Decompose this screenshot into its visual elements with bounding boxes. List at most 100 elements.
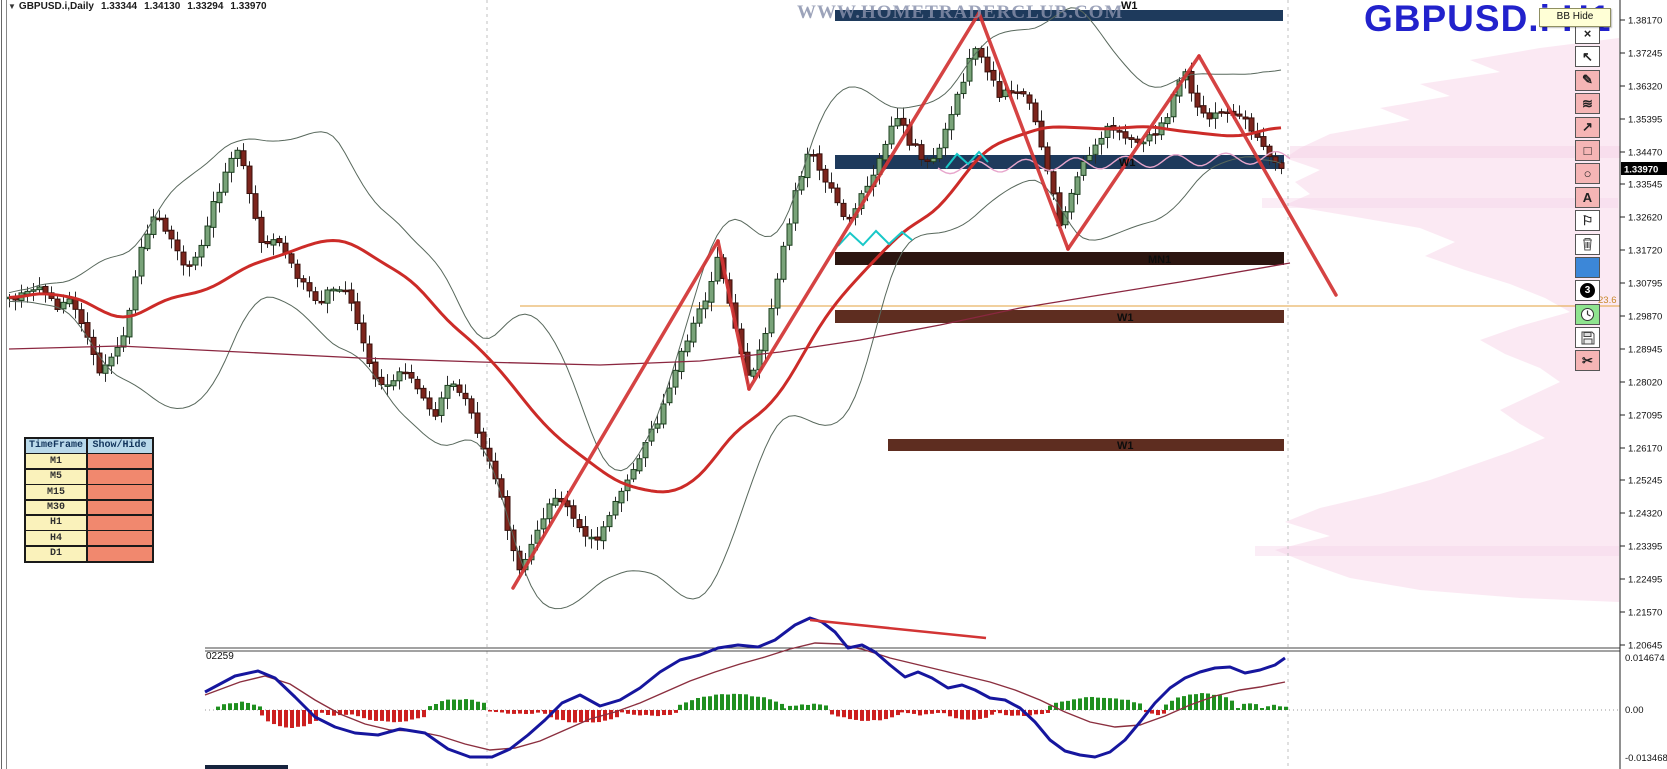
- trendline[interactable]: [511, 239, 720, 590]
- collapse-triangle-icon[interactable]: ▼: [8, 2, 16, 11]
- showhide-button-m15[interactable]: [87, 485, 152, 500]
- showhide-button-h4[interactable]: [87, 531, 152, 546]
- supply-demand-zones: [835, 10, 1284, 451]
- price-axis-label: 1.30795: [1628, 279, 1662, 290]
- zone-label: W1: [1119, 157, 1136, 169]
- waves-icon[interactable]: ≋: [1575, 93, 1600, 115]
- badge-3-icon[interactable]: 3: [1575, 280, 1600, 302]
- symbol-period-label: GBPUSD.i,Daily: [18, 1, 94, 12]
- timeframe-header: TimeFrame: [26, 439, 86, 453]
- timeframe-cell-d1[interactable]: D1: [26, 546, 86, 561]
- price-axis-label: 1.28020: [1628, 378, 1662, 389]
- cyan-zigzag[interactable]: [837, 229, 913, 247]
- timeframe-cell-m30[interactable]: M30: [26, 500, 86, 515]
- price-axis-label: 1.27095: [1628, 411, 1662, 422]
- bottom-left-dark-bar: [205, 765, 288, 769]
- price-axis-label: 1.31720: [1628, 246, 1662, 257]
- timeframe-cell-h1[interactable]: H1: [26, 515, 86, 530]
- trendline[interactable]: [1066, 54, 1201, 251]
- zone-mn1[interactable]: [835, 252, 1284, 265]
- low-value: 1.33294: [187, 1, 224, 12]
- text-icon[interactable]: A: [1575, 186, 1600, 208]
- macd-trendline[interactable]: [809, 618, 987, 640]
- showhide-header: Show/Hide: [87, 439, 152, 453]
- price-axis-label: 1.33545: [1628, 180, 1662, 191]
- ma-long: [8, 262, 1291, 366]
- price-axis-label: 1.36320: [1628, 82, 1662, 93]
- showhide-button-m1[interactable]: [87, 454, 152, 469]
- timeframe-cell-m1[interactable]: M1: [26, 454, 86, 469]
- price-axis-label: 1.25245: [1628, 476, 1662, 487]
- flag-cursor-icon[interactable]: ⚐: [1575, 210, 1600, 232]
- zone-label: W1: [1117, 440, 1134, 452]
- indicator-value-label: 02259: [206, 651, 234, 662]
- indicator-axis-label: -0.013468: [1625, 753, 1667, 764]
- volume-profile: [1275, 38, 1619, 602]
- timeframe-cell-m15[interactable]: M15: [26, 485, 86, 500]
- fib-236-label: 23.6: [1598, 295, 1617, 306]
- rectangle-icon[interactable]: □: [1575, 139, 1600, 161]
- macd-main-line: [204, 616, 1286, 759]
- price-axis-label: 1.32620: [1628, 213, 1662, 224]
- watermark: WWW.HOMETRADERCLUB.COM: [797, 2, 1124, 23]
- crayon-icon[interactable]: ✎: [1575, 69, 1600, 91]
- trendline[interactable]: [747, 11, 981, 391]
- price-axis-label: 1.35395: [1628, 115, 1662, 126]
- showhide-button-m5[interactable]: [87, 469, 152, 484]
- volume-profile-band: [1290, 146, 1620, 158]
- clock-icon[interactable]: [1575, 303, 1600, 325]
- drawing-toolbar: × ↖ ✎ ≋ ↗ □ ○ A ⚐ 3 ✂: [1575, 23, 1600, 374]
- showhide-button-d1[interactable]: [87, 546, 152, 561]
- trash-icon[interactable]: [1575, 233, 1600, 255]
- zone-label: MN1: [1148, 254, 1171, 266]
- color-swatch[interactable]: [1575, 256, 1600, 278]
- indicator-axis-label: 0.00: [1625, 705, 1644, 716]
- showhide-button-h1[interactable]: [87, 515, 152, 530]
- price-axis-label: 1.29870: [1628, 312, 1662, 323]
- trendline-icon[interactable]: ↗: [1575, 116, 1600, 138]
- indicator-axis-label: 0.014674: [1625, 653, 1665, 664]
- price-axis-label: 1.34470: [1628, 148, 1662, 159]
- trendline[interactable]: [1197, 54, 1338, 297]
- bb-hide-button[interactable]: BB Hide: [1539, 8, 1611, 27]
- ohlc-header: ▼ GBPUSD.i,Daily 1.33344 1.34130 1.33294 1.33…: [8, 1, 274, 12]
- scissors-icon[interactable]: ✂: [1575, 350, 1600, 372]
- macd-histogram: [216, 693, 1288, 728]
- ma-fast-red: [8, 125, 1282, 494]
- zone-label: W1: [1117, 312, 1134, 324]
- ellipse-icon[interactable]: ○: [1575, 163, 1600, 185]
- price-axis-label: 1.20645: [1628, 641, 1662, 652]
- zone-label: W1: [1121, 0, 1138, 12]
- price-axis-label: 1.26170: [1628, 444, 1662, 455]
- save-icon[interactable]: [1575, 327, 1600, 349]
- price-axis-label: 1.21570: [1628, 608, 1662, 619]
- high-value: 1.34130: [144, 1, 181, 12]
- timeframe-cell-h4[interactable]: H4: [26, 531, 86, 546]
- zone-w1[interactable]: [888, 439, 1284, 451]
- volume-profile-band: [1262, 198, 1618, 208]
- showhide-button-m30[interactable]: [87, 500, 152, 515]
- price-axis-label: 1.24320: [1628, 509, 1662, 520]
- cursor-icon[interactable]: ↖: [1575, 46, 1600, 68]
- current-price-text: 1.33970: [1624, 165, 1658, 176]
- timeframe-cell-m5[interactable]: M5: [26, 469, 86, 484]
- zone-w1[interactable]: [835, 10, 1283, 21]
- timeframe-panel: TimeFrame Show/Hide M1 M5 M15 M30 H1 H4 D1: [24, 437, 154, 563]
- price-axis-label: 1.22495: [1628, 575, 1662, 586]
- bollinger-lower: [8, 156, 1282, 610]
- price-axis-label: 1.38170: [1628, 16, 1662, 27]
- price-axis-label: 1.37245: [1628, 49, 1662, 60]
- trendline[interactable]: [716, 239, 751, 391]
- price-axis-label: 1.28945: [1628, 345, 1662, 356]
- trendline[interactable]: [977, 11, 1070, 251]
- price-axis-label: 1.23395: [1628, 542, 1662, 553]
- close-value: 1.33970: [230, 1, 267, 12]
- zone-w1[interactable]: [835, 310, 1284, 323]
- pink-wave-ma: [937, 150, 1291, 175]
- cyan-zigzag[interactable]: [945, 150, 989, 169]
- volume-profile-band: [1255, 546, 1619, 556]
- bollinger-upper: [8, 7, 1282, 472]
- current-price-tag: [1621, 162, 1667, 175]
